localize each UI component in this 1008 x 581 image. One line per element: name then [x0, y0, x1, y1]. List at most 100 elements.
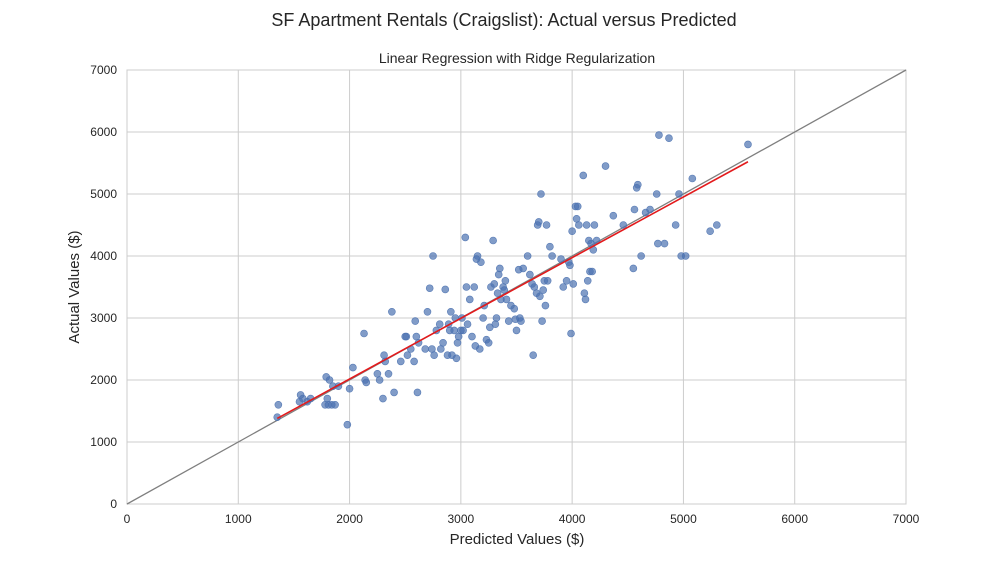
- data-point: [360, 329, 368, 338]
- data-point: [484, 338, 493, 347]
- data-point: [413, 388, 422, 397]
- data-point: [579, 171, 588, 180]
- data-point: [379, 394, 387, 403]
- data-point: [539, 286, 548, 294]
- data-point: [619, 221, 628, 229]
- data-point: [362, 378, 371, 387]
- data-point: [380, 351, 388, 360]
- data-point: [538, 317, 546, 325]
- data-point: [581, 295, 590, 304]
- data-point: [583, 276, 592, 285]
- data-point: [675, 190, 683, 198]
- data-point: [562, 276, 571, 285]
- data-point: [588, 267, 596, 276]
- data-point: [557, 255, 565, 263]
- data-point: [402, 332, 411, 341]
- x-tick-label: 5000: [670, 512, 697, 526]
- data-point: [655, 131, 663, 139]
- x-tick-label: 7000: [893, 512, 920, 526]
- data-point: [567, 329, 575, 338]
- data-point: [325, 376, 334, 384]
- data-point: [548, 252, 556, 260]
- data-point: [323, 394, 332, 403]
- data-point: [500, 286, 509, 294]
- x-tick-label: 1000: [225, 512, 252, 526]
- chart-suptitle: SF Apartment Rentals (Craigslist): Actua…: [271, 10, 736, 30]
- data-point: [542, 221, 551, 229]
- x-tick-label: 4000: [559, 512, 586, 526]
- data-point: [396, 357, 405, 366]
- reference-line: [126, 69, 907, 505]
- data-point: [526, 270, 534, 279]
- data-point: [430, 351, 438, 360]
- data-point: [459, 326, 467, 335]
- data-point: [652, 190, 661, 198]
- data-point: [423, 307, 432, 316]
- data-point: [665, 134, 673, 142]
- fit-line: [276, 161, 749, 420]
- data-point: [441, 285, 450, 294]
- data-point: [491, 320, 500, 329]
- data-point: [541, 301, 550, 310]
- data-point: [274, 400, 283, 409]
- data-point: [477, 258, 485, 267]
- data-point: [519, 264, 527, 273]
- data-point: [654, 239, 662, 248]
- data-point: [475, 345, 484, 353]
- data-point: [384, 369, 393, 378]
- data-point: [566, 261, 574, 270]
- data-point: [375, 376, 384, 384]
- x-tick-label: 6000: [781, 512, 808, 526]
- y-tick-label: 3000: [90, 311, 117, 325]
- data-point: [473, 252, 482, 260]
- data-point: [512, 326, 521, 335]
- data-point: [331, 400, 339, 409]
- y-tick-label: 1000: [90, 435, 117, 449]
- x-axis-label: Predicted Values ($): [450, 531, 585, 548]
- data-point: [660, 239, 669, 248]
- data-point: [646, 205, 654, 214]
- data-point: [349, 363, 357, 372]
- data-point: [523, 252, 532, 260]
- data-point: [504, 317, 513, 325]
- y-tick-label: 2000: [90, 373, 117, 387]
- data-point: [609, 211, 618, 220]
- data-point: [671, 221, 680, 229]
- data-point: [470, 283, 479, 291]
- data-point: [580, 289, 589, 298]
- data-point: [468, 332, 476, 341]
- y-tick-label: 0: [110, 497, 117, 511]
- data-point: [543, 276, 552, 285]
- data-point: [452, 354, 461, 363]
- data-point: [461, 233, 470, 242]
- data-point: [345, 384, 354, 393]
- data-point: [479, 314, 487, 322]
- data-point: [590, 221, 599, 229]
- tick-label-layer: 0 1000 2000 3000 4000 5000 6000 7000 0 1000 2000 30…: [90, 63, 919, 526]
- data-point: [637, 252, 645, 260]
- data-point: [453, 338, 462, 347]
- data-point: [601, 162, 610, 170]
- data-point: [390, 388, 398, 397]
- data-point: [411, 317, 420, 325]
- data-point: [575, 221, 583, 229]
- reference-line-layer: [126, 69, 907, 505]
- data-point: [536, 292, 544, 301]
- data-point: [425, 284, 434, 293]
- data-point: [630, 205, 639, 214]
- data-point: [494, 270, 503, 279]
- fit-line-layer: [276, 161, 749, 420]
- data-point: [489, 236, 497, 245]
- data-point: [713, 221, 721, 229]
- data-point: [629, 264, 638, 273]
- data-point: [568, 227, 576, 235]
- x-tick-label: 3000: [448, 512, 475, 526]
- data-point: [421, 345, 430, 353]
- data-point: [529, 351, 537, 360]
- data-point: [681, 252, 690, 260]
- data-point: [429, 252, 437, 260]
- data-point: [343, 420, 352, 429]
- data-point: [573, 202, 582, 211]
